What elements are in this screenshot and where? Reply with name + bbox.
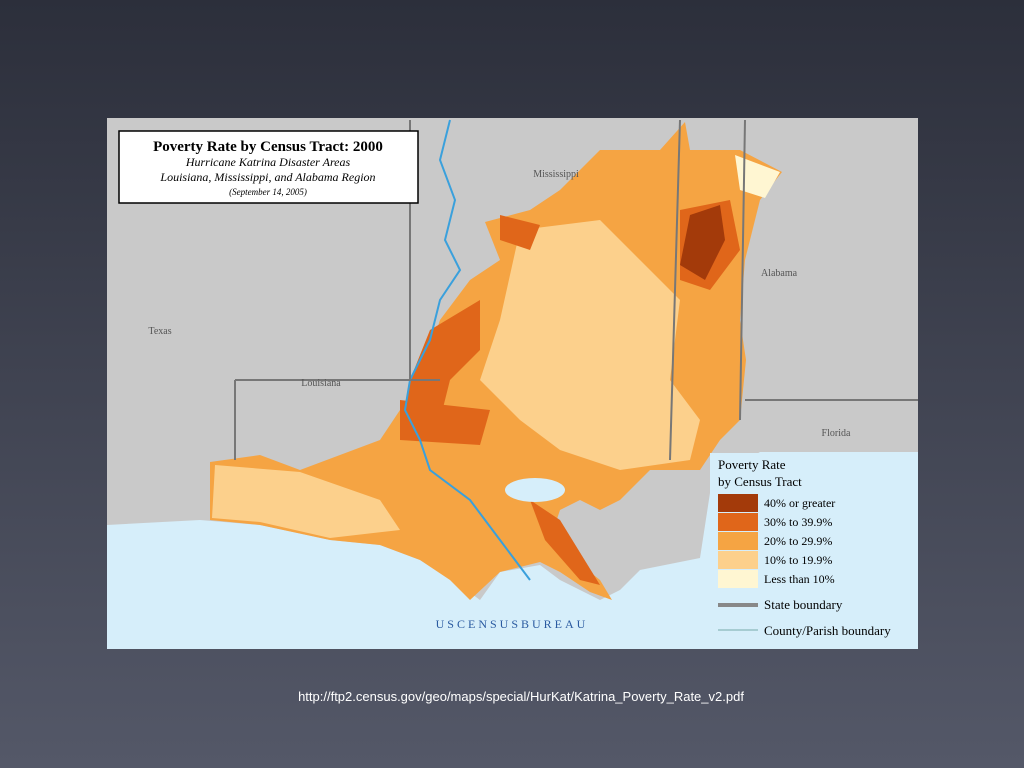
- map-subtitle: Louisiana, Mississippi, and Alabama Regi…: [159, 170, 375, 184]
- legend-line-label: County/Parish boundary: [764, 623, 891, 638]
- state-label: Mississippi: [533, 169, 579, 180]
- poverty-region: [680, 205, 725, 280]
- state-boundary: [234, 119, 918, 461]
- title-box: [118, 130, 419, 204]
- legend-swatch: [718, 551, 758, 569]
- legend-swatch: [718, 532, 758, 550]
- state-label: Alabama: [761, 268, 798, 279]
- state-label: Texas: [148, 326, 171, 337]
- legend-label: 10% to 19.9%: [764, 553, 832, 567]
- lake: [505, 478, 565, 502]
- legend: Poverty Rate by Census Tract State bound…: [710, 453, 918, 643]
- legend-label: 30% to 39.9%: [764, 515, 832, 529]
- map-title: Poverty Rate by Census Tract: 2000: [153, 139, 383, 155]
- poverty-region: [500, 215, 540, 250]
- poverty-region: [480, 220, 700, 470]
- agency-label: USCENSUSBUREAU: [436, 617, 589, 631]
- legend-swatch: [718, 513, 758, 531]
- poverty-region: [530, 500, 600, 585]
- legend-swatch: [718, 494, 758, 512]
- legend-label: 20% to 29.9%: [764, 534, 832, 548]
- map-date: (September 14, 2005): [229, 187, 307, 197]
- poverty-region: [400, 400, 490, 445]
- caption: http://ftp2.census.gov/geo/maps/special/…: [298, 689, 744, 704]
- map-subtitle: Hurricane Katrina Disaster Areas: [185, 155, 351, 169]
- legend-title: Poverty Rate: [718, 457, 786, 472]
- legend-label: Less than 10%: [764, 572, 835, 586]
- poverty-region: [735, 155, 780, 198]
- legend-label: 40% or greater: [764, 496, 835, 510]
- state-label: Louisiana: [301, 378, 341, 389]
- mississippi-river: [403, 119, 531, 581]
- state-label: Florida: [822, 428, 851, 439]
- legend-swatch: [718, 570, 758, 588]
- poverty-region: [400, 300, 480, 430]
- legend-title: by Census Tract: [718, 474, 802, 489]
- poverty-region: [212, 465, 400, 538]
- legend-line-label: State boundary: [764, 597, 843, 612]
